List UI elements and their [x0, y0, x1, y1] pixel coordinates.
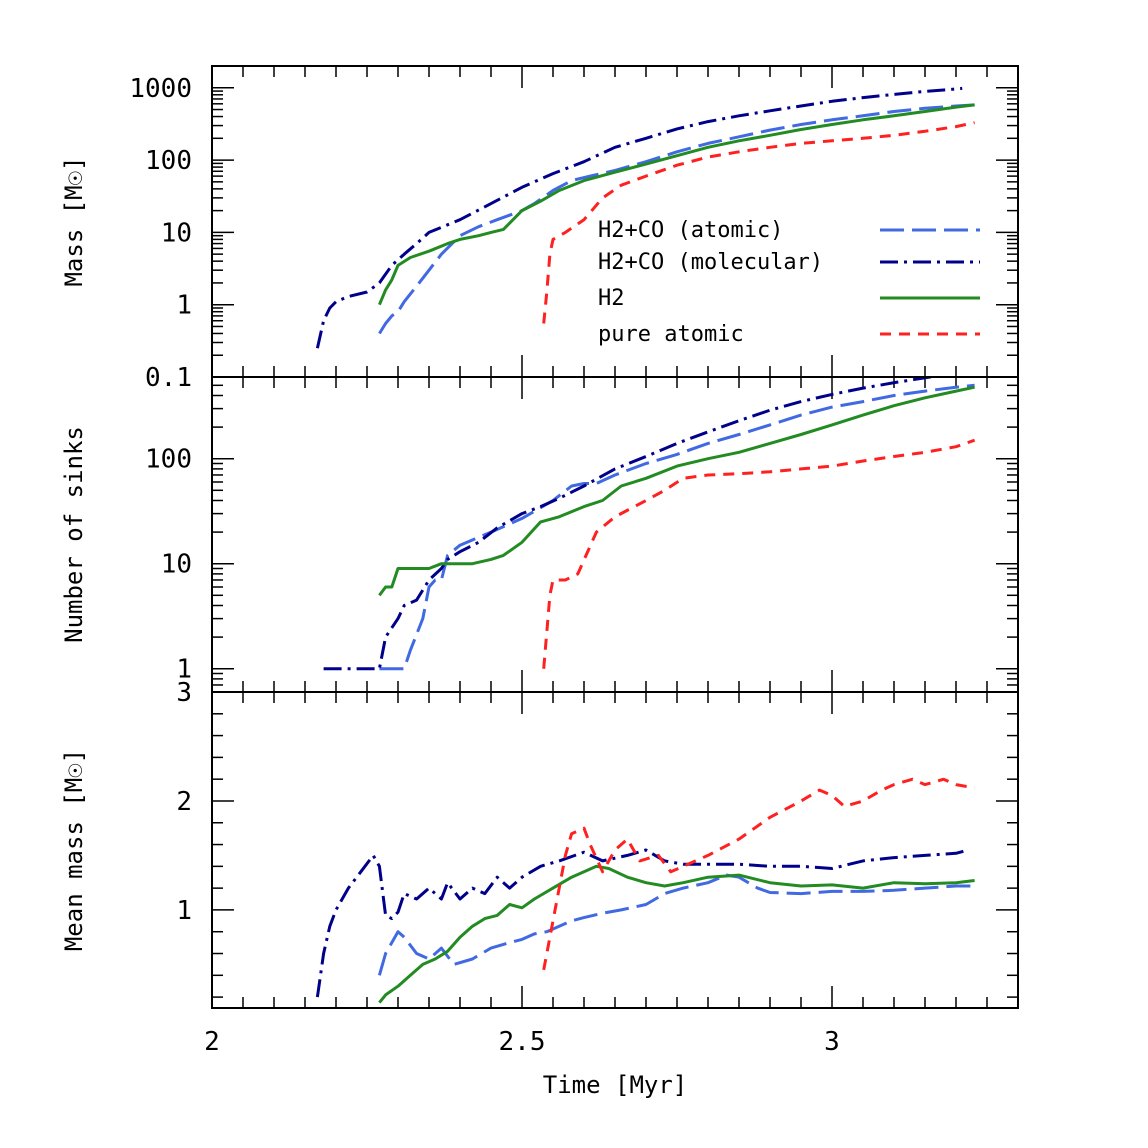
y-tick-label: 1 — [176, 655, 192, 685]
series-line-h2co-atomic — [377, 873, 975, 976]
count-frame — [211, 376, 1019, 693]
y-tick-label: 2 — [176, 787, 192, 817]
y-tick-label: 1 — [176, 896, 192, 926]
y-tick-label: 1000 — [129, 74, 192, 104]
series-line-pure-atomic — [542, 121, 975, 324]
y-tick-label: 1 — [176, 291, 192, 321]
series-line-h2 — [378, 103, 975, 306]
mean-y-axis-title: Mean mass [M☉] — [60, 749, 88, 951]
x-tick-label: 2 — [204, 1027, 220, 1057]
y-tick-label: 10 — [161, 550, 192, 580]
mean-mass-panel: 3 2 1 2 2.5 3 Mean mass [M☉] — [60, 678, 1019, 1057]
y-tick-label: 0.1 — [145, 363, 192, 393]
x-tick-label: 3 — [824, 1027, 840, 1057]
x-tick-label: 2.5 — [499, 1027, 546, 1057]
series-line-pure-atomic — [542, 777, 975, 971]
series-line-h2 — [378, 385, 975, 597]
series-line-pure-atomic — [542, 438, 976, 669]
series-line-h2co-atomic — [379, 383, 975, 671]
mean-series — [315, 777, 975, 1004]
series-line-h2co-molecular — [315, 848, 969, 998]
mass-series — [315, 86, 975, 349]
series-line-h2co-atomic — [378, 103, 975, 335]
sink-count-panel: 100 10 1 Number of sinks — [60, 376, 1019, 693]
x-axis-title: Time [Myr] — [543, 1071, 688, 1099]
y-tick-label: 10 — [161, 218, 192, 248]
legend-label-h2co-molecular: H2+CO (molecular) — [598, 250, 823, 275]
mean-frame — [211, 691, 1019, 1009]
legend-label-h2: H2 — [598, 286, 625, 311]
mass-y-axis-title: Mass [M☉] — [60, 156, 88, 286]
y-tick-label: 100 — [145, 146, 192, 176]
count-y-axis-title: Number of sinks — [60, 426, 88, 643]
y-tick-label: 3 — [176, 678, 192, 708]
series-line-h2co-molecular — [315, 86, 963, 349]
mean-ticks — [211, 691, 1019, 1008]
series-line-h2co-molecular — [323, 377, 941, 671]
y-tick-label: 100 — [145, 445, 192, 475]
count-series — [323, 377, 976, 671]
legend-label-pure-atomic: pure atomic — [598, 322, 744, 347]
legend-label-h2co-atomic: H2+CO (atomic) — [598, 218, 783, 243]
mass-panel: 1000 100 10 1 0.1 Mass [M☉] — [60, 65, 1019, 393]
count-ticks — [211, 376, 1019, 693]
legend: H2+CO (atomic) H2+CO (molecular) H2 pure at… — [598, 218, 980, 347]
series-line-h2 — [378, 864, 975, 1004]
